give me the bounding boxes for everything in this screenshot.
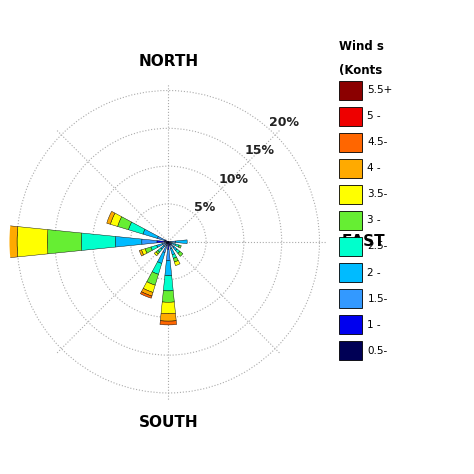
Bar (139, 250, 144, 256)
Text: 1.5-: 1.5- (367, 293, 388, 304)
Bar (158, 248, 162, 252)
Bar (157, 252, 165, 264)
Bar (167, 242, 169, 249)
Bar (157, 241, 164, 243)
Bar (171, 244, 174, 247)
Bar (0, 224, 18, 259)
Text: (Konts: (Konts (339, 64, 382, 77)
Bar (152, 262, 162, 274)
Bar (166, 249, 170, 261)
Bar (17, 227, 48, 257)
Bar (174, 260, 180, 265)
Bar (110, 213, 122, 227)
Bar (160, 321, 177, 325)
Bar (157, 237, 165, 241)
Text: 10%: 10% (219, 173, 249, 185)
Bar (172, 254, 176, 258)
Bar (175, 249, 180, 254)
Text: 0.5-: 0.5- (367, 346, 388, 356)
Text: SOUTH: SOUTH (138, 415, 198, 430)
Text: 5.5+: 5.5+ (367, 85, 392, 95)
Bar (168, 241, 176, 243)
Bar (165, 261, 172, 276)
Bar (118, 217, 132, 230)
Bar (154, 252, 158, 256)
Text: Wind s: Wind s (339, 40, 384, 53)
Text: 5 -: 5 - (367, 111, 381, 121)
Text: 15%: 15% (244, 145, 274, 157)
Bar (166, 242, 168, 244)
Bar (166, 242, 168, 246)
Text: EAST: EAST (341, 234, 385, 249)
Bar (141, 249, 147, 255)
Bar (176, 240, 187, 244)
Text: 5%: 5% (193, 201, 215, 214)
Bar (169, 245, 172, 249)
Bar (145, 247, 152, 253)
Bar (168, 242, 172, 244)
Bar (171, 248, 175, 255)
Text: 4.5-: 4.5- (367, 137, 388, 147)
Text: 4 -: 4 - (367, 163, 381, 173)
Text: 2 -: 2 - (367, 267, 381, 278)
Text: 3.5-: 3.5- (367, 189, 388, 200)
Bar (164, 240, 168, 242)
Bar (161, 246, 164, 249)
Bar (172, 243, 175, 246)
Text: 2.5-: 2.5- (367, 241, 388, 252)
Bar (143, 282, 155, 292)
Bar (151, 245, 158, 250)
Bar (82, 233, 116, 250)
Bar (166, 242, 168, 243)
Bar (107, 211, 115, 224)
Bar (164, 275, 173, 291)
Bar (128, 222, 145, 234)
Bar (115, 237, 142, 247)
Bar (156, 250, 160, 254)
Bar (141, 288, 153, 296)
Bar (164, 243, 167, 246)
Text: 1 -: 1 - (367, 319, 381, 330)
Bar (142, 239, 157, 245)
Bar (140, 292, 152, 298)
Bar (175, 244, 179, 247)
Bar (47, 229, 82, 254)
Bar (143, 229, 158, 238)
Bar (160, 313, 176, 321)
Bar (173, 257, 178, 262)
Bar (162, 291, 174, 302)
Bar (178, 251, 183, 256)
Bar (164, 241, 168, 242)
Text: 20%: 20% (269, 116, 300, 129)
Bar (147, 272, 158, 285)
Bar (157, 244, 163, 247)
Bar (173, 246, 177, 251)
Bar (161, 302, 175, 314)
Bar (168, 242, 170, 246)
Bar (163, 245, 167, 253)
Bar (163, 242, 166, 245)
Bar (178, 245, 181, 248)
Bar (168, 242, 171, 245)
Text: 3 -: 3 - (367, 215, 381, 226)
Text: NORTH: NORTH (138, 54, 198, 69)
